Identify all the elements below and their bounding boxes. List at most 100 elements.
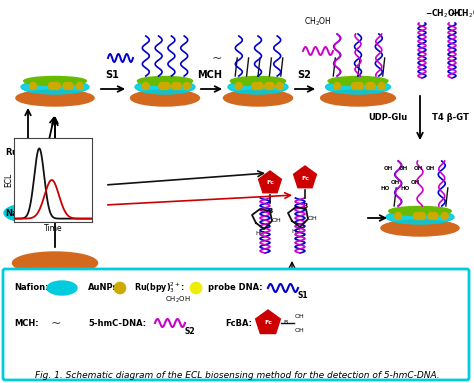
Ellipse shape: [389, 206, 451, 216]
Text: MCH: MCH: [198, 70, 222, 80]
Circle shape: [394, 213, 401, 219]
Text: Fc: Fc: [288, 285, 296, 290]
Circle shape: [172, 82, 179, 90]
Ellipse shape: [228, 80, 288, 94]
Text: S2: S2: [297, 70, 311, 80]
Ellipse shape: [320, 90, 395, 106]
Circle shape: [256, 82, 263, 90]
Text: −CH$_2$OH: −CH$_2$OH: [450, 8, 474, 21]
Circle shape: [48, 82, 55, 90]
FancyBboxPatch shape: [3, 269, 469, 380]
Circle shape: [378, 82, 385, 90]
Text: Fig. 1. Schematic diagram of the ECL biosensing method for the detection of 5-hm: Fig. 1. Schematic diagram of the ECL bio…: [35, 371, 439, 380]
Text: OH: OH: [413, 165, 423, 170]
Circle shape: [264, 82, 272, 90]
Ellipse shape: [381, 220, 459, 236]
Text: FcBA:: FcBA:: [225, 319, 252, 327]
Circle shape: [368, 82, 375, 90]
Circle shape: [255, 82, 262, 90]
Ellipse shape: [230, 77, 286, 85]
Circle shape: [235, 82, 242, 90]
Text: Fc: Fc: [301, 175, 309, 180]
Circle shape: [431, 213, 438, 219]
Polygon shape: [259, 171, 282, 193]
Ellipse shape: [12, 252, 98, 274]
X-axis label: Time: Time: [44, 224, 63, 232]
Ellipse shape: [137, 77, 192, 85]
Text: OH: OH: [272, 218, 282, 224]
Text: S1: S1: [105, 70, 119, 80]
Text: OH: OH: [410, 180, 419, 185]
Text: Nafion:: Nafion:: [14, 283, 48, 293]
Text: ~: ~: [212, 51, 222, 64]
Circle shape: [355, 82, 362, 90]
Text: Fc: Fc: [264, 321, 272, 326]
Text: OH: OH: [425, 165, 435, 170]
Ellipse shape: [47, 281, 77, 295]
Text: OH: OH: [295, 327, 305, 332]
Circle shape: [417, 213, 424, 219]
Text: Ru(bpy)$_3^{2+}$: Ru(bpy)$_3^{2+}$: [5, 146, 54, 160]
Ellipse shape: [386, 210, 454, 224]
Text: B: B: [302, 203, 308, 209]
Text: ~: ~: [51, 316, 61, 329]
Text: AuNPs:: AuNPs:: [88, 283, 122, 293]
Text: OH: OH: [383, 165, 392, 170]
Polygon shape: [293, 166, 317, 188]
Ellipse shape: [21, 80, 89, 94]
Circle shape: [52, 82, 59, 90]
Text: MCH:: MCH:: [14, 319, 38, 327]
Circle shape: [356, 82, 364, 90]
Text: probe DNA:: probe DNA:: [208, 283, 263, 293]
Ellipse shape: [224, 90, 292, 106]
Ellipse shape: [328, 77, 388, 85]
Circle shape: [190, 282, 202, 294]
Circle shape: [29, 82, 36, 90]
Text: CH$_2$OH: CH$_2$OH: [165, 295, 191, 305]
Ellipse shape: [16, 90, 94, 106]
Text: HO: HO: [401, 185, 410, 190]
Text: OH: OH: [308, 216, 318, 221]
Circle shape: [66, 82, 73, 90]
Text: T4 β-GT: T4 β-GT: [432, 113, 469, 121]
Circle shape: [163, 82, 170, 90]
Text: B: B: [267, 208, 273, 214]
Text: GCE: GCE: [45, 285, 65, 294]
Ellipse shape: [24, 77, 86, 85]
Circle shape: [54, 82, 61, 90]
Text: 5-hmC-DNA:: 5-hmC-DNA:: [88, 319, 146, 327]
Circle shape: [365, 82, 373, 90]
Text: HO: HO: [380, 185, 390, 190]
Circle shape: [19, 144, 37, 162]
Circle shape: [419, 213, 426, 219]
Circle shape: [334, 82, 341, 90]
Polygon shape: [255, 310, 280, 334]
Circle shape: [413, 213, 420, 219]
Ellipse shape: [130, 90, 200, 106]
Text: S2: S2: [185, 327, 195, 337]
Circle shape: [162, 82, 169, 90]
Text: Nafion: Nafion: [5, 208, 36, 218]
Circle shape: [114, 282, 126, 294]
Text: HO: HO: [255, 231, 265, 236]
Text: OH: OH: [398, 165, 408, 170]
Text: CH$_2$OH: CH$_2$OH: [304, 15, 332, 28]
Ellipse shape: [4, 204, 52, 222]
Text: UDP-Glu: UDP-Glu: [369, 113, 408, 121]
Circle shape: [76, 82, 83, 90]
Text: HO: HO: [291, 229, 301, 234]
Text: −CH$_2$OH: −CH$_2$OH: [425, 8, 461, 21]
Circle shape: [276, 82, 283, 90]
Text: OH: OH: [295, 314, 305, 319]
Text: S1: S1: [298, 291, 308, 301]
Text: OH: OH: [317, 290, 327, 296]
Circle shape: [47, 175, 63, 191]
Circle shape: [142, 82, 149, 90]
Text: AuNPs: AuNPs: [42, 178, 73, 188]
Text: OH: OH: [317, 280, 327, 285]
Circle shape: [351, 82, 358, 90]
Circle shape: [441, 213, 448, 219]
Circle shape: [252, 82, 259, 90]
Text: Ru(bpy)$_3^{2+}$:: Ru(bpy)$_3^{2+}$:: [134, 281, 185, 295]
Circle shape: [159, 82, 166, 90]
